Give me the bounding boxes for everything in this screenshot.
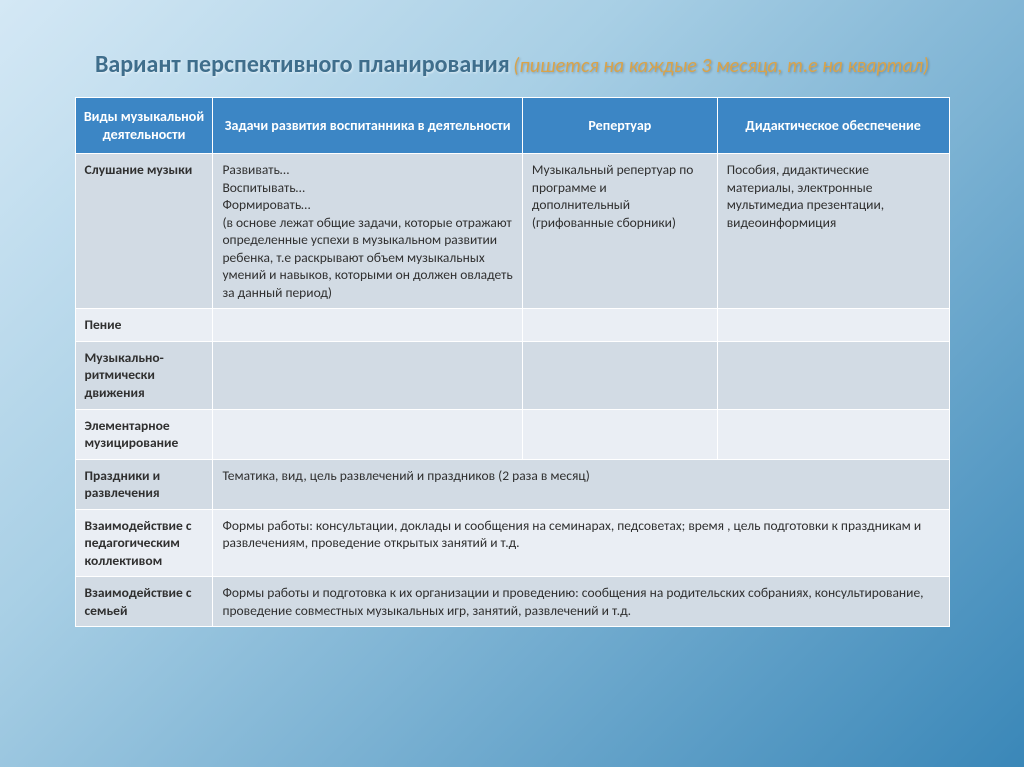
row-cell-4	[717, 309, 949, 342]
row-merged-cell: Формы работы: консультации, доклады и со…	[213, 509, 949, 577]
row-cell-2	[213, 309, 522, 342]
table-row: Элементарное музицирование	[75, 409, 949, 459]
table-row: Взаимодействие с педагогическим коллекти…	[75, 509, 949, 577]
planning-table: Виды музыкальной деятельности Задачи раз…	[75, 97, 950, 627]
row-cell-3	[522, 309, 717, 342]
row-label: Праздники и развлечения	[75, 459, 213, 509]
row-cell-2	[213, 409, 522, 459]
header-col1: Виды музыкальной деятельности	[75, 98, 213, 154]
row-label: Музыкально-ритмически движения	[75, 341, 213, 409]
title-main: Вариант перспективного планирования	[95, 50, 510, 79]
row-cell-4	[717, 409, 949, 459]
row-cell-3	[522, 341, 717, 409]
row-cell-4	[717, 341, 949, 409]
header-col3: Репертуар	[522, 98, 717, 154]
table-header-row: Виды музыкальной деятельности Задачи раз…	[75, 98, 949, 154]
row-label: Взаимодействие с семьей	[75, 577, 213, 627]
row-merged-cell: Тематика, вид, цель развлечений и праздн…	[213, 459, 949, 509]
row-cell-3: Музыкальный репертуар по программе и доп…	[522, 154, 717, 309]
header-col4: Дидактическое обеспечение	[717, 98, 949, 154]
row-cell-2: Развивать…Воспитывать…Формировать…(в осн…	[213, 154, 522, 309]
table-row: Взаимодействие с семьейФормы работы и по…	[75, 577, 949, 627]
row-label: Взаимодействие с педагогическим коллекти…	[75, 509, 213, 577]
title-sub: (пишется на каждые 3 месяца, т.е на квар…	[513, 54, 929, 78]
slide-title: Вариант перспективного планирования (пиш…	[35, 50, 989, 79]
row-merged-cell: Формы работы и подготовка к их организац…	[213, 577, 949, 627]
table-row: Пение	[75, 309, 949, 342]
row-label: Пение	[75, 309, 213, 342]
table-body: Слушание музыкиРазвивать…Воспитывать…Фор…	[75, 154, 949, 627]
row-cell-2	[213, 341, 522, 409]
row-cell-4: Пособия, дидактические материалы, электр…	[717, 154, 949, 309]
row-cell-3	[522, 409, 717, 459]
header-col2: Задачи развития воспитанника в деятельно…	[213, 98, 522, 154]
table-row: Праздники и развлеченияТематика, вид, це…	[75, 459, 949, 509]
table-row: Музыкально-ритмически движения	[75, 341, 949, 409]
row-label: Слушание музыки	[75, 154, 213, 309]
table-row: Слушание музыкиРазвивать…Воспитывать…Фор…	[75, 154, 949, 309]
row-label: Элементарное музицирование	[75, 409, 213, 459]
